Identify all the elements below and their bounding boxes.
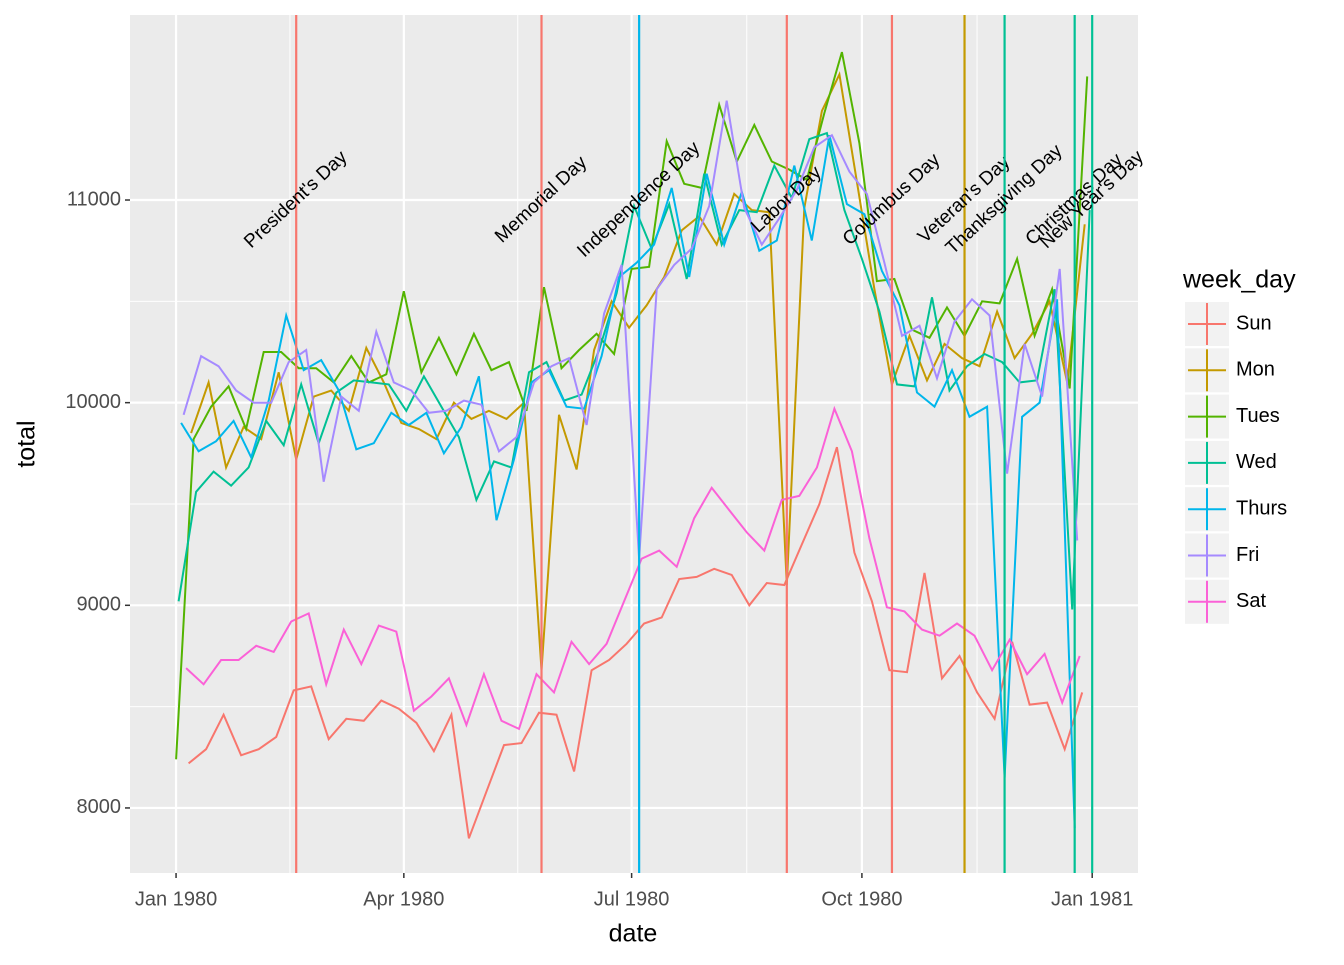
y-tick-label: 11000 — [67, 188, 121, 210]
legend-label: Tues — [1236, 405, 1280, 427]
x-axis-title: date — [609, 920, 658, 948]
series-line — [185, 405, 1081, 731]
legend-label: Fri — [1236, 544, 1259, 566]
series-line — [180, 134, 1076, 829]
y-tick-label: 8000 — [77, 796, 122, 818]
legend-label: Wed — [1236, 451, 1277, 473]
legend: Sun Mon Tues Wed Thurs Fri Sat — [1185, 302, 1287, 624]
y-axis-title: total — [13, 420, 41, 467]
axes: 8000 9000 10000 11000 Jan 1980 Apr 1980 Jul 19… — [65, 188, 1133, 910]
y-tick-label: 10000 — [65, 391, 121, 413]
plot-panel — [130, 15, 1138, 873]
data-lines — [175, 51, 1091, 839]
x-tick-label: Jul 1980 — [594, 888, 670, 910]
legend-label: Mon — [1236, 359, 1275, 381]
series-line — [187, 446, 1084, 839]
series-line — [182, 100, 1079, 559]
legend-label: Sun — [1236, 312, 1272, 334]
x-tick-label: Jan 1980 — [135, 888, 217, 910]
y-tick-label: 9000 — [77, 594, 122, 616]
series-line — [175, 51, 1089, 760]
x-tick-label: Oct 1980 — [821, 888, 902, 910]
x-tick-label: Jan 1981 — [1051, 888, 1133, 910]
legend-title: week_day — [1182, 266, 1296, 294]
x-tick-label: Apr 1980 — [363, 888, 444, 910]
legend-label: Sat — [1236, 590, 1266, 612]
series-line — [177, 131, 1091, 610]
legend-label: Thurs — [1236, 497, 1287, 519]
